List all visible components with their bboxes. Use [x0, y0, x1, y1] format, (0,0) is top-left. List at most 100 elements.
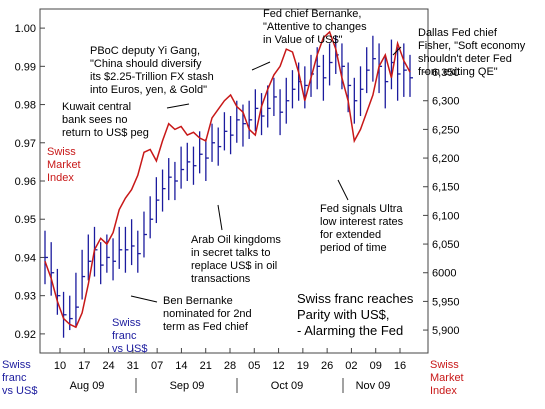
- franc-bar: [217, 127, 222, 166]
- month-label: Nov 09: [356, 380, 391, 392]
- franc-bar: [192, 146, 197, 185]
- franc-bar: [223, 112, 228, 151]
- left-tick-label: 0.96: [15, 176, 36, 188]
- annotation-parity: Swiss franc reaches Parity with US$, - Ala…: [297, 291, 414, 338]
- franc-bar: [186, 142, 191, 181]
- x-tick-label: 21: [200, 360, 212, 372]
- franc-bar: [366, 47, 370, 94]
- franc-bar: [254, 89, 259, 132]
- left-tick-label: 0.92: [15, 329, 36, 341]
- chart-text: 0.92 0.93 0.94 0.95 0.96 0.97 0.98 0.99 1.00 5,90…: [2, 8, 526, 397]
- franc-bar: [112, 238, 117, 281]
- x-tick-label: 07: [151, 360, 163, 372]
- annotation-leader: [337, 179, 349, 201]
- annotation-kuwait: Kuwait central bank sees no return to US$ …: [62, 101, 149, 139]
- right-tick-label: 6000: [432, 268, 456, 280]
- x-tick-label: 24: [102, 360, 114, 372]
- left-tick-label: 0.98: [15, 100, 36, 112]
- franc-bar: [384, 54, 389, 109]
- annotation-arab: Arab Oil kingdoms in secret talks to repla…: [191, 234, 281, 285]
- annotation-leader: [130, 295, 158, 303]
- franc-bar: [273, 77, 277, 117]
- annotation-leaders: [130, 46, 402, 303]
- month-label: Oct 09: [271, 380, 303, 392]
- franc-bar: [62, 291, 67, 338]
- right-tick-label: 6,300: [432, 96, 460, 108]
- franc-bar: [341, 43, 345, 90]
- right-axis-label: Swiss Market Index: [430, 359, 464, 397]
- left-tick-label: 0.94: [15, 252, 36, 264]
- smi-line: [44, 30, 411, 329]
- franc-bar: [211, 123, 216, 162]
- x-tick-label: 09: [370, 360, 382, 372]
- franc-bar: [50, 242, 55, 296]
- x-tick-label: 28: [224, 360, 236, 372]
- franc-bar: [304, 66, 308, 109]
- franc-bar: [137, 230, 141, 273]
- x-tick-label: 10: [54, 360, 66, 372]
- x-tick-label: 19: [297, 360, 309, 372]
- annotation-dallas: Dallas Fed chief Fisher, "Soft economy sho…: [418, 27, 526, 78]
- franc-bar: [81, 249, 86, 300]
- franc-bar: [372, 35, 376, 82]
- franc-bar: [409, 54, 413, 97]
- x-tick-label: 17: [78, 360, 90, 372]
- x-tick-label: 02: [345, 360, 357, 372]
- franc-bar: [130, 219, 135, 266]
- annotation-leader: [217, 204, 223, 231]
- franc-bar: [124, 226, 129, 273]
- franc-bar: [396, 47, 401, 101]
- franc-bar: [353, 77, 358, 124]
- franc-bar: [143, 211, 147, 258]
- right-tick-label: 6,150: [432, 182, 460, 194]
- franc-bar: [87, 234, 92, 281]
- franc-bar: [155, 177, 160, 224]
- right-tick-label: 6,100: [432, 210, 460, 222]
- franc-bar: [161, 169, 166, 212]
- franc-bar: [205, 138, 209, 181]
- franc-bar: [106, 234, 110, 273]
- franc-series: [44, 35, 413, 338]
- left-tick-label: 0.95: [15, 214, 36, 226]
- franc-bar: [291, 70, 296, 109]
- annotation-leader: [392, 46, 402, 56]
- month-label: Sep 09: [170, 380, 205, 392]
- franc-bar: [174, 161, 178, 201]
- franc-bar: [118, 226, 123, 269]
- franc-bar: [180, 146, 185, 189]
- x-tick-label: 14: [175, 360, 187, 372]
- x-tick-label: 12: [272, 360, 284, 372]
- franc-bar: [267, 85, 271, 128]
- franc-bar: [328, 43, 333, 86]
- plot-frame: [39, 8, 429, 354]
- right-tick-label: 6,350: [432, 67, 460, 79]
- x-tick-label: 31: [127, 360, 139, 372]
- annotation-leader: [251, 61, 271, 71]
- franc-bar: [359, 66, 364, 117]
- x-tick-label: 05: [248, 360, 260, 372]
- left-tick-label: 0.97: [15, 138, 36, 150]
- annotation-ultra: Fed signals Ultra low interest rates for e…: [320, 203, 404, 254]
- axis-ticks: [40, 27, 428, 393]
- franc-bar: [100, 242, 104, 285]
- franc-bar: [56, 268, 61, 315]
- right-tick-label: 5,950: [432, 296, 460, 308]
- left-axis-label: Swiss franc vs US$: [2, 359, 37, 397]
- left-tick-label: 0.93: [15, 291, 36, 303]
- smi-inline-label: Swiss Market Index: [47, 146, 81, 184]
- x-tick-label: 26: [321, 360, 333, 372]
- franc-bar: [248, 100, 253, 139]
- annotation-bernanke_top: Fed chief Bernanke, "Attentive to changes…: [263, 8, 367, 46]
- smi-series: [44, 30, 411, 329]
- annotation-nominated: Ben Bernanke nominated for 2nd term as Fed…: [163, 295, 252, 333]
- franc-bar: [285, 77, 290, 124]
- franc-bar: [149, 196, 154, 239]
- left-tick-label: 0.99: [15, 61, 36, 73]
- month-label: Aug 09: [70, 380, 105, 392]
- franc-bar: [236, 100, 240, 143]
- franc-bar: [403, 43, 407, 97]
- franc-bar: [44, 230, 48, 285]
- franc-bar: [168, 158, 172, 201]
- franc-bar: [322, 54, 327, 101]
